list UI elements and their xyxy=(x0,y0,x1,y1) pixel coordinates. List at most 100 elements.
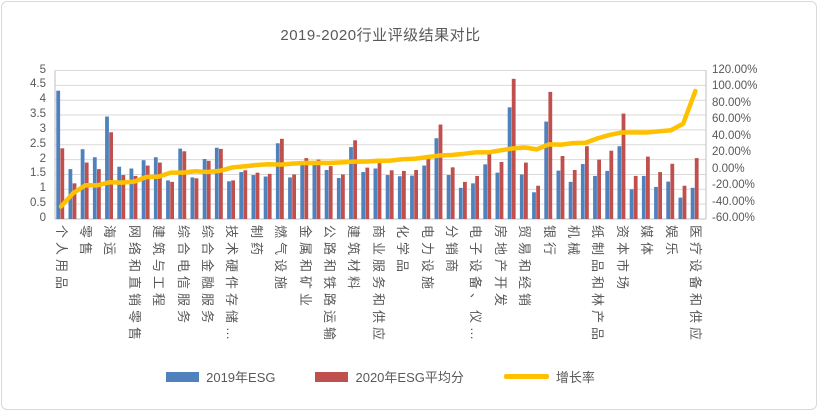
bar-2020-6[interactable] xyxy=(121,175,126,219)
bar-2020-15[interactable] xyxy=(231,180,235,219)
bar-2020-37[interactable] xyxy=(499,161,504,219)
bar-2020-44[interactable] xyxy=(585,146,589,219)
bar-2019-24[interactable] xyxy=(336,178,341,219)
bar-2020-53[interactable] xyxy=(694,158,699,219)
bar-2020-43[interactable] xyxy=(572,169,577,219)
bar-2020-13[interactable] xyxy=(206,160,211,219)
legend-item-growth-rate[interactable]: 增长率 xyxy=(503,367,595,386)
bar-2020-50[interactable] xyxy=(658,172,662,219)
bar-2019-41[interactable] xyxy=(544,121,549,219)
bar-2019-31[interactable] xyxy=(422,165,427,219)
bar-2019-42[interactable] xyxy=(556,170,561,219)
bar-2019-37[interactable] xyxy=(495,172,500,219)
growth-rate-line[interactable] xyxy=(58,88,698,209)
bar-2019-5[interactable] xyxy=(105,116,109,219)
bar-2020-21[interactable] xyxy=(304,158,309,219)
bar-2020-7[interactable] xyxy=(133,175,138,219)
bar-2020-32[interactable] xyxy=(438,124,443,219)
bar-2019-49[interactable] xyxy=(641,175,646,219)
bar-2020-8[interactable] xyxy=(145,165,150,219)
bar-2020-24[interactable] xyxy=(341,174,345,219)
bar-2019-16[interactable] xyxy=(239,172,244,219)
bar-2020-3[interactable] xyxy=(84,162,89,219)
bar-2019-6[interactable] xyxy=(117,166,122,219)
bar-2019-3[interactable] xyxy=(80,149,85,219)
bar-2020-9[interactable] xyxy=(158,162,162,219)
bar-2019-18[interactable] xyxy=(263,176,268,219)
legend-item-2020-esg[interactable]: 2020年ESG平均分 xyxy=(315,367,464,386)
bar-2019-11[interactable] xyxy=(178,148,183,219)
bar-2020-45[interactable] xyxy=(597,159,601,219)
bar-2020-35[interactable] xyxy=(475,175,479,219)
bar-2020-48[interactable] xyxy=(633,175,638,219)
bar-2020-31[interactable] xyxy=(426,157,431,219)
bar-2019-26[interactable] xyxy=(361,172,366,219)
bar-2020-18[interactable] xyxy=(267,173,272,219)
bar-2020-20[interactable] xyxy=(292,174,296,219)
bar-2020-34[interactable] xyxy=(463,181,467,219)
bar-2019-51[interactable] xyxy=(666,181,671,219)
bar-2019-21[interactable] xyxy=(300,162,305,219)
bar-2020-49[interactable] xyxy=(646,156,650,219)
bar-2019-45[interactable] xyxy=(593,175,597,219)
bar-2019-30[interactable] xyxy=(410,175,414,219)
bar-2019-15[interactable] xyxy=(227,181,231,219)
bar-2019-4[interactable] xyxy=(92,157,97,219)
bar-2019-23[interactable] xyxy=(324,169,329,219)
bar-2020-46[interactable] xyxy=(609,150,614,219)
bar-2020-22[interactable] xyxy=(316,159,321,219)
bar-2020-39[interactable] xyxy=(524,162,528,219)
bar-2020-27[interactable] xyxy=(377,163,382,219)
bar-2019-34[interactable] xyxy=(458,187,463,219)
bar-2020-12[interactable] xyxy=(194,178,199,219)
bar-2019-7[interactable] xyxy=(129,168,134,219)
bar-2019-8[interactable] xyxy=(141,160,146,219)
bar-2019-28[interactable] xyxy=(385,175,390,219)
bar-2019-35[interactable] xyxy=(471,183,475,219)
bar-2020-1[interactable] xyxy=(60,148,65,219)
bar-2020-28[interactable] xyxy=(389,170,394,219)
bar-2020-41[interactable] xyxy=(548,91,553,219)
bar-2019-38[interactable] xyxy=(507,107,512,219)
bar-2019-25[interactable] xyxy=(349,147,353,219)
bar-2020-26[interactable] xyxy=(365,167,370,219)
bar-2020-36[interactable] xyxy=(487,153,492,219)
bar-2019-14[interactable] xyxy=(214,147,219,219)
bar-2019-46[interactable] xyxy=(605,170,610,219)
bar-2019-43[interactable] xyxy=(568,181,573,219)
chart-title[interactable]: 2019-2020行业评级结果对比 xyxy=(280,27,481,44)
bar-2020-11[interactable] xyxy=(182,151,187,219)
bar-2020-40[interactable] xyxy=(536,185,540,219)
bar-2020-23[interactable] xyxy=(328,166,333,219)
bar-2020-19[interactable] xyxy=(280,138,284,219)
bar-2019-29[interactable] xyxy=(397,176,402,219)
bar-2020-30[interactable] xyxy=(414,169,418,219)
bar-2020-47[interactable] xyxy=(621,113,626,219)
bar-2019-52[interactable] xyxy=(678,197,683,219)
bar-2020-42[interactable] xyxy=(560,156,565,219)
bar-2019-40[interactable] xyxy=(532,192,536,219)
bar-2019-1[interactable] xyxy=(56,90,61,219)
bar-2019-13[interactable] xyxy=(202,159,207,219)
bar-2019-32[interactable] xyxy=(434,138,439,219)
bar-2020-14[interactable] xyxy=(219,148,223,219)
bar-2020-16[interactable] xyxy=(243,170,248,219)
bar-2020-2[interactable] xyxy=(72,183,77,219)
bar-2020-51[interactable] xyxy=(670,163,675,219)
legend-item-2019-esg[interactable]: 2019年ESG xyxy=(166,367,275,386)
bar-2020-4[interactable] xyxy=(97,169,101,219)
bar-2020-10[interactable] xyxy=(170,181,174,219)
bar-2019-33[interactable] xyxy=(446,175,451,219)
bar-2020-25[interactable] xyxy=(353,140,357,219)
bar-2020-33[interactable] xyxy=(450,167,455,219)
bar-2019-9[interactable] xyxy=(153,157,158,219)
bar-2019-10[interactable] xyxy=(166,180,170,219)
bar-2019-50[interactable] xyxy=(654,186,658,219)
bar-2019-17[interactable] xyxy=(251,175,256,219)
bar-2019-44[interactable] xyxy=(580,164,585,219)
bar-2019-12[interactable] xyxy=(190,177,195,219)
bar-2020-5[interactable] xyxy=(109,132,113,219)
bar-2020-52[interactable] xyxy=(682,185,687,219)
bar-2019-48[interactable] xyxy=(629,189,634,219)
